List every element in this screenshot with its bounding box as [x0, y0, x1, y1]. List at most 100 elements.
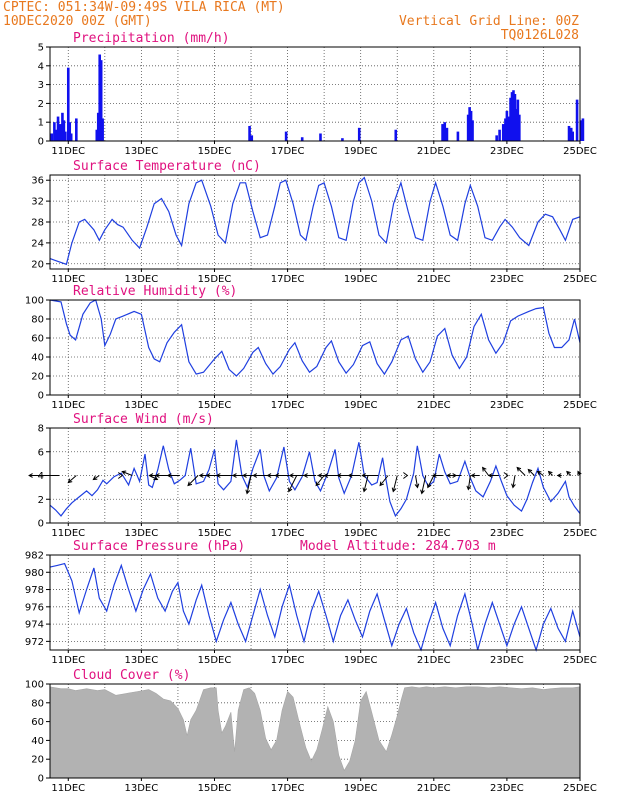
- precip-bar: [509, 97, 512, 141]
- wind-vector: [503, 472, 509, 479]
- wind-vector: [187, 475, 199, 487]
- wind-vector: [547, 470, 553, 476]
- precip-bar: [516, 99, 520, 141]
- precip-bar: [50, 133, 54, 141]
- y-tick-label: 60: [31, 717, 44, 728]
- precip-bar: [319, 133, 322, 141]
- wind-vector: [117, 472, 124, 479]
- x-tick-label: 23DEC: [490, 274, 524, 285]
- wind-vector: [391, 475, 398, 493]
- precip-bar: [357, 127, 361, 141]
- y-tick-label: 982: [25, 551, 44, 562]
- y-tick-label: 2: [38, 99, 44, 110]
- y-tick-label: 0: [38, 137, 44, 148]
- precip-bar: [505, 110, 509, 141]
- x-tick-label: 23DEC: [490, 655, 524, 666]
- x-tick-label: 11DEC: [51, 655, 85, 666]
- series-line: [49, 299, 581, 377]
- x-tick-label: 19DEC: [344, 274, 378, 285]
- x-tick-label: 11DEC: [51, 146, 85, 157]
- precip-bar: [95, 129, 99, 141]
- wind-vector: [427, 475, 435, 489]
- y-tick-label: 1: [38, 118, 44, 129]
- panel-title: Surface Pressure (hPa): [73, 539, 245, 554]
- x-tick-label: 21DEC: [417, 655, 451, 666]
- series-line: [49, 562, 581, 653]
- plot-frame: [49, 299, 581, 396]
- wind-vector: [527, 468, 535, 476]
- wind-vector: [121, 470, 133, 476]
- x-tick-label: 15DEC: [198, 655, 232, 666]
- wind-vector: [92, 475, 100, 481]
- y-tick-label: 60: [31, 334, 44, 345]
- x-tick-label: 25DEC: [563, 783, 597, 794]
- plot-frame: [49, 683, 581, 779]
- cloud-cover-area: [49, 686, 581, 779]
- precip-bar: [300, 137, 304, 141]
- wind-vector: [566, 470, 572, 476]
- precip-bar: [62, 120, 66, 141]
- y-tick-label: 20: [31, 259, 44, 270]
- precip-bar: [284, 131, 288, 141]
- y-tick-label: 36: [31, 176, 44, 187]
- precip-bar: [512, 90, 515, 141]
- y-tick-label: 4: [38, 471, 44, 482]
- precip-bar: [504, 118, 507, 141]
- plot-frame: [49, 554, 581, 651]
- wind-vector: [215, 473, 233, 478]
- x-tick-label: 11DEC: [51, 274, 85, 285]
- y-tick-label: 40: [31, 736, 44, 747]
- wind-vector: [28, 473, 60, 478]
- x-tick-label: 21DEC: [417, 400, 451, 411]
- precip-bar: [513, 94, 517, 141]
- precip-bar: [507, 116, 510, 141]
- y-tick-label: 40: [31, 353, 44, 364]
- wind-vector: [315, 475, 325, 487]
- precip-bar: [75, 118, 78, 141]
- panel-5: 972 974 976 978 980 982 11DEC 13DEC 15DEC 17DEC 19…: [25, 539, 597, 666]
- precip-bar: [515, 109, 518, 141]
- x-tick-label: 17DEC: [271, 655, 305, 666]
- x-tick-label: 19DEC: [344, 783, 378, 794]
- panel-title: Surface Wind (m/s): [73, 412, 214, 427]
- wind-vector: [166, 473, 180, 478]
- x-tick-label: 25DEC: [563, 146, 597, 157]
- y-tick-label: 24: [31, 238, 44, 249]
- precip-bar: [248, 125, 251, 141]
- precip-bar: [569, 127, 573, 141]
- panel-title: Relative Humidity (%): [73, 284, 237, 299]
- wind-vector: [481, 466, 490, 476]
- precip-bar: [61, 112, 64, 141]
- wind-vector: [420, 475, 427, 495]
- wind-vector: [556, 473, 562, 478]
- precip-bar: [579, 120, 583, 141]
- precip-bar: [56, 116, 60, 141]
- precip-bar: [68, 122, 72, 141]
- y-tick-label: 8: [38, 424, 44, 435]
- y-tick-label: 5: [38, 43, 44, 54]
- y-tick-label: 974: [25, 620, 44, 631]
- x-tick-label: 23DEC: [490, 400, 524, 411]
- wind-vector: [516, 466, 526, 476]
- y-tick-label: 80: [31, 315, 44, 326]
- precip-bar: [66, 67, 70, 141]
- series-line: [49, 439, 581, 518]
- x-tick-label: 23DEC: [490, 528, 524, 539]
- y-tick-label: 32: [31, 197, 44, 208]
- wind-vector: [470, 473, 480, 478]
- precip-bar: [96, 112, 100, 141]
- wind-vector: [245, 475, 252, 495]
- x-tick-label: 19DEC: [344, 146, 378, 157]
- panels: 0 1 2 3 4 5 11DEC 13DEC 15DEC 17DEC 19DEC 21DEC 23DE…: [25, 31, 597, 794]
- x-tick-label: 25DEC: [563, 274, 597, 285]
- precip-bar: [571, 131, 574, 141]
- precip-bar: [101, 118, 104, 141]
- y-tick-label: 20: [31, 372, 44, 383]
- precip-bar: [469, 110, 473, 141]
- x-tick-label: 17DEC: [271, 146, 305, 157]
- x-tick-label: 23DEC: [490, 783, 524, 794]
- precip-bar: [466, 114, 470, 141]
- precip-bar: [250, 135, 254, 141]
- y-tick-label: 3: [38, 80, 44, 91]
- wind-vector: [379, 475, 389, 487]
